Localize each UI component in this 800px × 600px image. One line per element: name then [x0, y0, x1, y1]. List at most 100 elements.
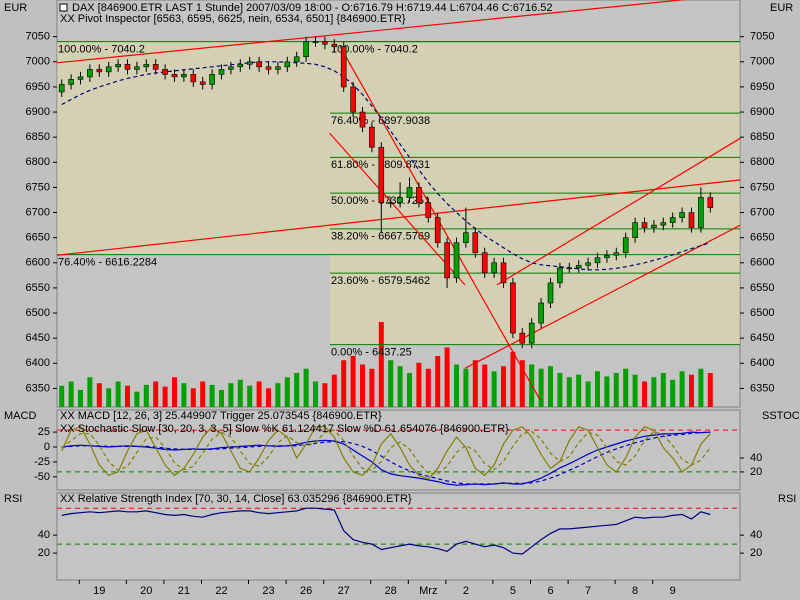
y2-axis-label: SSTOC — [762, 410, 800, 422]
candle-body — [293, 56, 300, 63]
series-line — [61, 429, 711, 475]
candle-body — [256, 61, 262, 68]
candle-body — [547, 282, 554, 304]
volume-bar — [604, 376, 610, 407]
candle-body — [632, 222, 638, 238]
y-tick-label: 0 — [44, 441, 50, 453]
volume-bar — [256, 381, 262, 407]
volume-bar — [209, 384, 215, 407]
fib-label: 38.20% - 6667.5769 — [331, 231, 430, 243]
fib-label: 100.00% - 7040.2 — [331, 44, 418, 56]
candle-body — [679, 212, 685, 218]
y-tick-label: 7050 — [26, 31, 50, 43]
volume-bar — [454, 364, 459, 407]
volume-bar — [87, 377, 93, 407]
y-tick-label: 6400 — [26, 357, 50, 369]
volume-bar — [143, 384, 149, 407]
candle-body — [425, 202, 432, 218]
volume-bar — [660, 373, 666, 407]
candle-body — [660, 222, 667, 226]
y-tick-label: 6600 — [26, 257, 50, 269]
candle-body — [378, 146, 385, 203]
volume-bar — [247, 385, 253, 407]
x-tick-label: 5 — [510, 585, 516, 597]
candle-body — [152, 64, 159, 70]
candle-body — [444, 242, 450, 279]
volume-bar — [96, 383, 102, 407]
candle-body — [707, 197, 714, 208]
y-tick-label: 6700 — [750, 206, 774, 218]
x-tick-label: 20 — [140, 585, 152, 597]
series-line — [61, 425, 711, 480]
y-tick-label: 6650 — [750, 232, 774, 244]
candle-body — [472, 232, 479, 254]
candle-body — [58, 84, 65, 93]
y-tick-label: 6600 — [750, 257, 774, 269]
candle-body — [557, 267, 563, 284]
y-axis-label: EUR — [4, 2, 27, 14]
chart-title: DAX [846900.ETR LAST 1 Stunde] 2007/03/0… — [72, 2, 552, 14]
x-tick-label: 27 — [338, 585, 350, 597]
candle-body — [453, 242, 460, 279]
candle-body — [669, 217, 676, 223]
candle-body — [303, 41, 309, 58]
header-icon — [59, 3, 68, 12]
y-tick-label: 6800 — [26, 156, 50, 168]
y-tick-label: 7000 — [750, 56, 774, 68]
series-line — [61, 431, 711, 485]
y-tick-label: 6950 — [750, 81, 774, 93]
trend-line — [56, 0, 687, 64]
candle-body — [265, 66, 272, 70]
candle-body — [698, 197, 704, 228]
candle-body — [284, 61, 291, 68]
y-tick-label: 6350 — [26, 382, 50, 394]
candle-body — [68, 79, 74, 85]
volume-bar — [219, 390, 224, 407]
trend-line — [464, 224, 741, 369]
volume-bar — [350, 356, 356, 407]
y-tick-label: 6750 — [26, 181, 50, 193]
candle-body — [124, 64, 131, 70]
y-tick-label: 6850 — [26, 131, 50, 143]
candle-body — [604, 254, 610, 259]
x-tick-label: 21 — [178, 585, 190, 597]
candle-body — [143, 64, 150, 68]
volume-bar — [322, 383, 328, 407]
volume-bar — [613, 373, 619, 407]
volume-bar — [425, 368, 431, 407]
y-tick-label: 6550 — [750, 282, 774, 294]
candle-body — [538, 302, 544, 324]
volume-bar — [237, 379, 243, 407]
volume-bar — [491, 371, 497, 407]
candle-body — [434, 217, 441, 243]
candle-body — [209, 74, 215, 85]
chart-subtitle: XX Stochastic Slow [30, 20, 3, 3, 5] Slo… — [60, 423, 509, 435]
volume-bar — [313, 381, 318, 407]
candle-body — [87, 69, 93, 78]
volume-bar — [576, 374, 582, 407]
fib-label: 0.00% - 6437.25 — [331, 346, 412, 358]
volume-bar — [172, 377, 177, 407]
candle-body — [228, 66, 234, 70]
x-tick-label: 8 — [632, 585, 638, 597]
volume-bar — [670, 379, 676, 407]
macd-chart: 25 0 -25 -50 40 20 MACD SSTOC XX MACD [12, 26, 3… — [4, 410, 800, 486]
volume-bar — [200, 381, 206, 407]
candle-body — [651, 224, 657, 228]
y-tick-label: 6350 — [750, 382, 774, 394]
candle-body — [594, 257, 601, 264]
volume-bar — [538, 368, 544, 407]
price-chart: 100.00% - 7040.2 76.40% - 6616.2284 100.00… — [4, 0, 793, 597]
price-panel — [56, 0, 741, 408]
volume-bar — [397, 366, 403, 407]
x-tick-label: 6 — [547, 585, 553, 597]
volume-bar — [566, 377, 572, 407]
y-tick-label: 25 — [38, 426, 50, 438]
candle-body — [218, 69, 225, 75]
volume-bar — [181, 383, 187, 407]
y-tick-label: 6700 — [26, 206, 50, 218]
macd-panel — [56, 409, 741, 491]
fib-label: 76.40% - 6897.9038 — [331, 115, 430, 127]
volume-bar — [331, 374, 337, 407]
series-line — [61, 507, 711, 555]
